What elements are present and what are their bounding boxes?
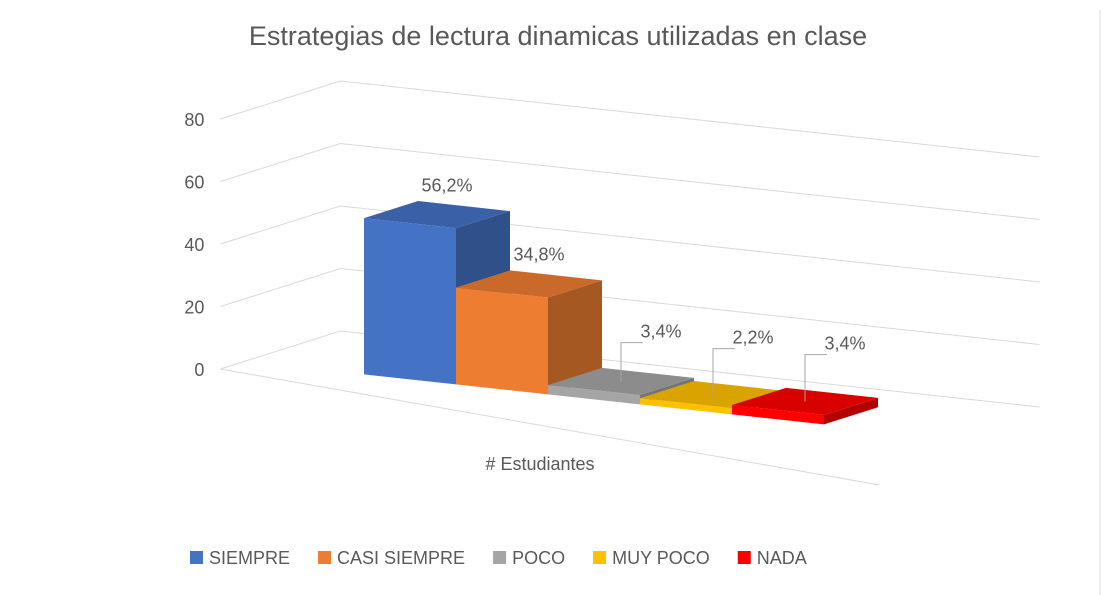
grid-line bbox=[220, 330, 1040, 408]
grid-line bbox=[220, 205, 1040, 283]
grid-line bbox=[220, 80, 1040, 158]
grid-line bbox=[220, 142, 1040, 220]
bar-front bbox=[456, 287, 548, 395]
y-tick-label: 80 bbox=[184, 110, 204, 130]
chart-title: Estrategias de lectura dinamicas utiliza… bbox=[249, 21, 867, 51]
legend-swatch bbox=[593, 551, 607, 564]
legend-swatch bbox=[190, 551, 203, 564]
bar-front bbox=[640, 398, 732, 415]
y-tick-label: 60 bbox=[184, 172, 204, 192]
legend-swatch bbox=[737, 551, 751, 564]
data-label: 2,2% bbox=[732, 327, 773, 347]
data-label: 3,4% bbox=[640, 321, 681, 341]
bar-side bbox=[824, 397, 878, 425]
bar-front bbox=[364, 218, 456, 385]
legend-label: CASI SIEMPRE bbox=[337, 548, 465, 568]
legend-swatch bbox=[493, 551, 507, 564]
leader-line bbox=[620, 342, 643, 382]
bar-top bbox=[456, 270, 602, 298]
leader-line bbox=[712, 348, 735, 395]
legend-label: MUY POCO bbox=[612, 548, 710, 568]
grid-line bbox=[220, 267, 1040, 345]
floor-edge bbox=[220, 368, 880, 486]
bar-side bbox=[548, 280, 602, 395]
data-label: 34,8% bbox=[513, 245, 564, 265]
y-tick-label: 20 bbox=[184, 297, 204, 317]
legend-swatch bbox=[318, 551, 332, 564]
y-tick-label: 40 bbox=[184, 235, 204, 255]
leader-line bbox=[804, 354, 827, 402]
bar-top bbox=[364, 201, 510, 229]
data-label: 3,4% bbox=[824, 333, 865, 353]
x-tick-label: # Estudiantes bbox=[485, 454, 594, 474]
legend-label: NADA bbox=[757, 548, 807, 568]
bar-front bbox=[548, 385, 640, 405]
y-tick-label: 0 bbox=[194, 360, 204, 380]
bar-front bbox=[732, 405, 824, 425]
legend-label: SIEMPRE bbox=[209, 548, 290, 568]
data-label: 56,2% bbox=[421, 175, 472, 195]
legend-label: POCO bbox=[512, 548, 565, 568]
